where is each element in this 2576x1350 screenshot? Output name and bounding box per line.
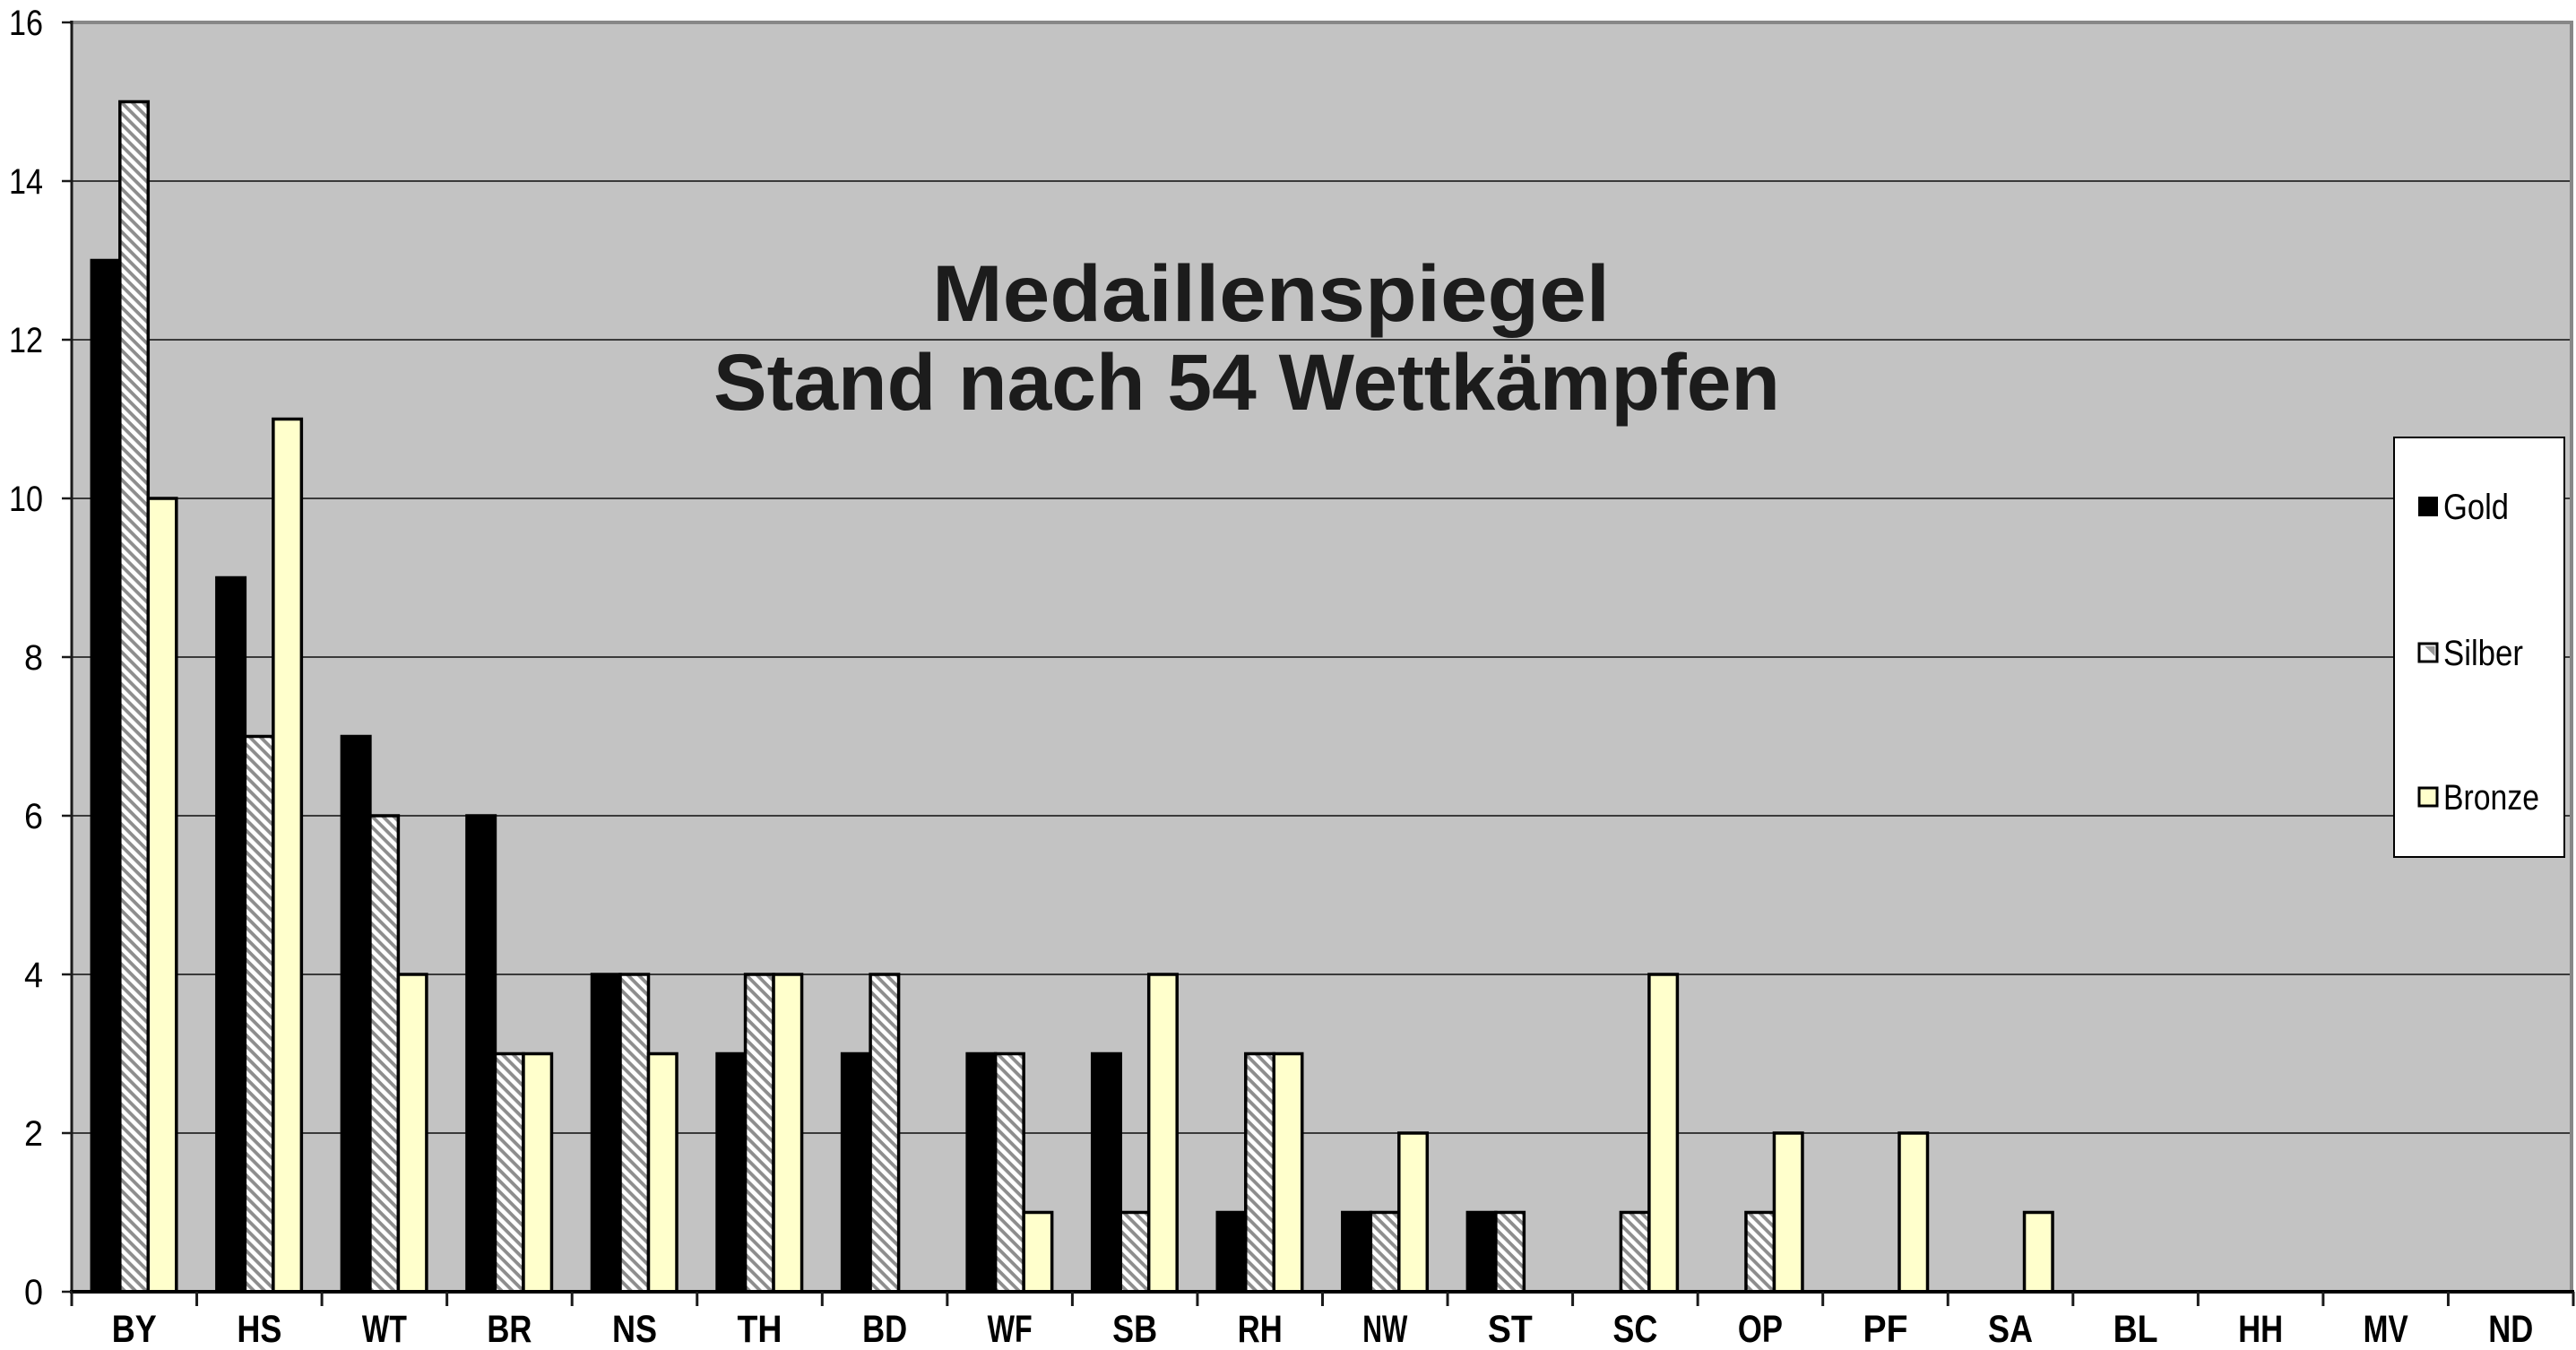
- svg-text:4: 4: [24, 956, 43, 995]
- svg-text:BY: BY: [112, 1308, 157, 1350]
- svg-text:Bronze: Bronze: [2443, 778, 2539, 818]
- svg-text:BD: BD: [862, 1308, 907, 1350]
- svg-text:6: 6: [24, 797, 43, 836]
- svg-text:SA: SA: [1988, 1308, 2033, 1350]
- svg-text:Silber: Silber: [2443, 634, 2523, 673]
- svg-text:8: 8: [24, 638, 43, 678]
- svg-text:Gold: Gold: [2443, 488, 2509, 527]
- svg-text:WT: WT: [362, 1308, 407, 1350]
- svg-text:16: 16: [9, 4, 43, 43]
- svg-text:NW: NW: [1362, 1308, 1407, 1350]
- svg-text:HH: HH: [2238, 1308, 2283, 1350]
- svg-text:Stand nach 54 Wettkämpfen: Stand nach 54 Wettkämpfen: [713, 337, 1780, 427]
- svg-text:12: 12: [9, 321, 43, 360]
- svg-text:2: 2: [24, 1114, 43, 1154]
- svg-text:RH: RH: [1238, 1308, 1283, 1350]
- svg-text:MV: MV: [2364, 1308, 2408, 1350]
- svg-text:TH: TH: [738, 1308, 782, 1350]
- svg-text:WF: WF: [988, 1308, 1033, 1350]
- svg-text:14: 14: [9, 162, 43, 202]
- svg-text:ST: ST: [1488, 1308, 1533, 1350]
- svg-text:HS: HS: [237, 1308, 281, 1350]
- svg-text:0: 0: [24, 1273, 43, 1312]
- svg-text:10: 10: [9, 480, 43, 519]
- svg-text:NS: NS: [612, 1308, 657, 1350]
- svg-text:ND: ND: [2488, 1308, 2533, 1350]
- svg-text:BL: BL: [2114, 1308, 2158, 1350]
- svg-text:Medaillenspiegel: Medaillenspiegel: [932, 248, 1610, 338]
- svg-text:SB: SB: [1112, 1308, 1157, 1350]
- svg-text:OP: OP: [1738, 1308, 1783, 1350]
- svg-text:SC: SC: [1612, 1308, 1657, 1350]
- svg-text:BR: BR: [487, 1308, 532, 1350]
- svg-text:PF: PF: [1863, 1308, 1907, 1350]
